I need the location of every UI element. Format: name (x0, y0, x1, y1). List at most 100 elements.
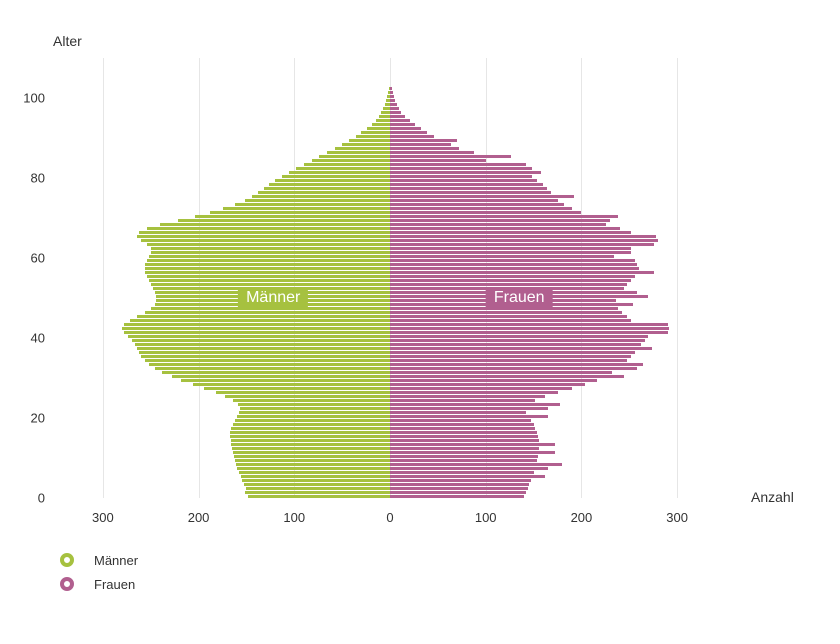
bar-men (289, 171, 390, 174)
age-row (55, 363, 725, 366)
bar-men (147, 243, 390, 246)
bar-women (390, 363, 643, 366)
bar-women (390, 263, 637, 266)
age-row (55, 355, 725, 358)
age-row (55, 115, 725, 118)
bar-women (390, 255, 614, 258)
age-row (55, 139, 725, 142)
bar-women (390, 439, 539, 442)
bar-men (130, 319, 390, 322)
age-row (55, 263, 725, 266)
age-row (55, 123, 725, 126)
bar-women (390, 487, 528, 490)
bar-men (210, 211, 390, 214)
bar-men (204, 387, 390, 390)
bar-men (304, 163, 390, 166)
bar-men (137, 315, 390, 318)
series-label-men: Männer (238, 287, 308, 309)
bar-men (132, 339, 390, 342)
bar-men (151, 251, 390, 254)
bar-men (122, 327, 390, 330)
bar-men (145, 311, 390, 314)
age-row (55, 135, 725, 138)
age-row (55, 327, 725, 330)
legend-item: Männer (60, 548, 138, 572)
bar-women (390, 215, 618, 218)
bar-men (195, 215, 390, 218)
age-row (55, 447, 725, 450)
age-row (55, 395, 725, 398)
age-row (55, 107, 725, 110)
x-axis-title: Anzahl (751, 489, 794, 505)
bar-men (149, 279, 390, 282)
bar-women (390, 167, 532, 170)
bar-men (141, 239, 390, 242)
bar-women (390, 451, 555, 454)
age-row (55, 95, 725, 98)
age-row (55, 467, 725, 470)
age-row (55, 351, 725, 354)
age-row (55, 251, 725, 254)
bar-women (390, 91, 393, 94)
y-tick-label: 0 (5, 491, 45, 506)
age-row (55, 435, 725, 438)
bar-men (160, 223, 390, 226)
age-row (55, 163, 725, 166)
bar-men (231, 427, 390, 430)
bar-women (390, 371, 612, 374)
bar-women (390, 251, 631, 254)
bar-women (390, 203, 564, 206)
bar-women (390, 479, 531, 482)
bar-women (390, 239, 658, 242)
bar-men (246, 487, 390, 490)
age-row (55, 495, 725, 498)
y-tick-label: 60 (5, 251, 45, 266)
age-row (55, 387, 725, 390)
bar-women (390, 87, 392, 90)
age-row (55, 147, 725, 150)
age-row (55, 275, 725, 278)
x-tick-label: 100 (475, 510, 497, 525)
age-row (55, 271, 725, 274)
bar-men (319, 155, 390, 158)
age-row (55, 487, 725, 490)
bar-women (390, 339, 645, 342)
age-row (55, 151, 725, 154)
bar-men (231, 439, 390, 442)
age-row (55, 479, 725, 482)
age-row (55, 183, 725, 186)
bar-women (390, 279, 631, 282)
bar-men (233, 399, 390, 402)
bar-women (390, 491, 526, 494)
bar-men (381, 111, 390, 114)
bar-men (149, 363, 390, 366)
age-row (55, 119, 725, 122)
age-row (55, 247, 725, 250)
bar-women (390, 423, 534, 426)
age-row (55, 483, 725, 486)
age-row (55, 427, 725, 430)
bar-women (390, 335, 648, 338)
age-row (55, 207, 725, 210)
y-axis-title: Alter (53, 33, 82, 49)
legend-item: Frauen (60, 572, 138, 596)
age-row (55, 215, 725, 218)
bar-women (390, 191, 551, 194)
bar-men (124, 323, 390, 326)
bar-men (239, 411, 390, 414)
x-tick-label: 300 (92, 510, 114, 525)
bar-women (390, 447, 539, 450)
bar-men (141, 355, 390, 358)
bar-men (269, 183, 390, 186)
bar-women (390, 283, 627, 286)
bar-women (390, 495, 524, 498)
bar-men (147, 227, 390, 230)
bar-men (236, 463, 390, 466)
bar-men (237, 467, 390, 470)
y-tick-label: 20 (5, 411, 45, 426)
bar-women (390, 123, 415, 126)
bar-men (335, 147, 391, 150)
bar-women (390, 223, 606, 226)
bar-women (390, 99, 395, 102)
bar-men (181, 379, 390, 382)
